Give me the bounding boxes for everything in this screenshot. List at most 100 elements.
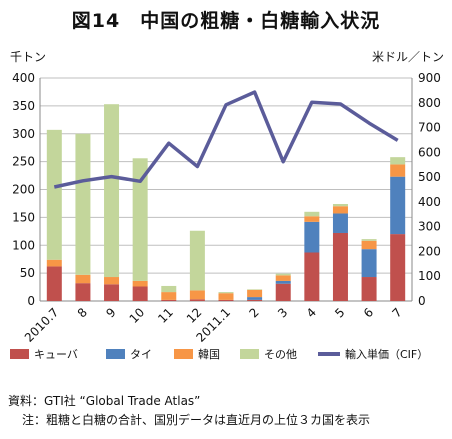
bar-thai [390, 176, 406, 235]
right-axis-unit: 米ドル／トン [371, 50, 444, 64]
bar-korea [189, 290, 205, 300]
x-tick-label: 4 [304, 305, 319, 320]
bar-korea [161, 292, 177, 300]
bar-other [218, 292, 234, 294]
bar-cuba [361, 277, 377, 301]
legend-label-thai: タイ [130, 348, 152, 361]
bar-cuba [332, 232, 348, 301]
right-tick-label: 400 [418, 195, 441, 209]
legend-swatch-korea [174, 349, 193, 359]
bar-cuba [104, 284, 120, 301]
bar-korea [104, 277, 120, 285]
legend-item-thai: タイ [106, 344, 152, 364]
bar-korea [132, 280, 148, 287]
bar-cuba [304, 252, 320, 301]
bar-other [75, 133, 91, 275]
legend-swatch-other [240, 349, 259, 359]
bar-cuba [132, 286, 148, 301]
chart-title: 図14 中国の粗糖・白糖輸入状況 [71, 10, 381, 32]
bar-other [390, 157, 406, 165]
legend-item-cuba: キューバ [10, 344, 78, 364]
left-tick-label: 400 [12, 71, 35, 85]
x-tick-label: 9 [103, 305, 118, 320]
bar-other [304, 211, 320, 217]
chart-area: 0 50 100 150 200 250 300 350 400 0 100 200 300 400 500… [12, 71, 441, 345]
legend-swatch-cuba [10, 349, 29, 359]
right-tick-label: 600 [418, 145, 441, 159]
bar-korea [361, 240, 377, 250]
source-note: 資料：GTI社 “Global Trade Atlas” [8, 394, 201, 408]
bar-cuba [218, 299, 234, 301]
bar-other [104, 104, 120, 278]
bar-cuba [275, 283, 291, 301]
left-axis-unit: 千トン [10, 50, 47, 64]
bar-korea [218, 293, 234, 300]
legend-item-price: 輸入単価（CIF） [318, 344, 428, 364]
legend: キューバ タイ 韓国 その他 輸入単価（CIF） [0, 344, 452, 364]
bar-thai [275, 280, 291, 284]
bar-cuba [189, 299, 205, 301]
bar-other [361, 239, 377, 241]
left-tick-label: 50 [20, 266, 35, 280]
x-tick-label: 7 [390, 305, 405, 320]
legend-label-korea: 韓国 [198, 348, 220, 361]
left-tick-label: 250 [12, 155, 35, 169]
x-tick-label: 12 [184, 305, 205, 326]
x-tick-label: 5 [332, 305, 347, 320]
x-tick-label: 6 [361, 305, 376, 320]
x-tick-label: 8 [75, 305, 90, 320]
right-tick-label: 900 [418, 71, 441, 85]
left-tick-label: 200 [12, 183, 35, 197]
bar-other [161, 285, 177, 293]
x-tick-label: 2 [246, 305, 261, 320]
legend-label-price: 輸入単価（CIF） [345, 348, 429, 361]
right-tick-label: 300 [418, 220, 441, 234]
bar-thai [361, 249, 377, 278]
bar-korea [275, 275, 291, 281]
x-tick-label: 10 [127, 305, 148, 326]
legend-line-price [318, 352, 340, 356]
bar-korea [390, 164, 406, 177]
legend-label-cuba: キューバ [34, 348, 78, 361]
price-line [53, 90, 399, 189]
x-tick-label: 11 [155, 305, 176, 326]
notes: 資料：GTI社 “Global Trade Atlas” 注：粗糖と白糖の合計、… [8, 392, 370, 430]
right-tick-label: 0 [418, 294, 426, 308]
left-tick-label: 350 [12, 99, 35, 113]
legend-item-korea: 韓国 [174, 344, 220, 364]
legend-swatch-thai [106, 349, 125, 359]
right-tick-label: 100 [418, 269, 441, 283]
bar-thai [247, 297, 263, 300]
bar-korea [247, 289, 263, 298]
bar-cuba [390, 234, 406, 301]
right-tick-label: 500 [418, 170, 441, 184]
bar-cuba [247, 299, 263, 301]
bar-korea [75, 274, 91, 284]
left-tick-label: 0 [27, 294, 35, 308]
legend-item-other: その他 [240, 344, 297, 364]
x-tick-label: 3 [275, 305, 290, 320]
x-tick-label: 2010.7 [22, 305, 62, 345]
bar-other [332, 203, 348, 207]
footnote: 注：粗糖と白糖の合計、国別データは直近月の上位３カ国を表示 [22, 413, 371, 427]
left-tick-label: 150 [12, 210, 35, 224]
left-tick-label: 300 [12, 127, 35, 141]
right-tick-label: 700 [418, 121, 441, 135]
bar-other [189, 230, 205, 291]
bar-cuba [75, 283, 91, 301]
bar-other [46, 129, 62, 260]
legend-label-other: その他 [264, 348, 297, 361]
bar-cuba [46, 266, 62, 301]
bar-other [275, 273, 291, 276]
right-tick-label: 800 [418, 96, 441, 110]
bar-thai [332, 213, 348, 233]
bar-other [132, 158, 148, 281]
bar-thai [304, 221, 320, 253]
left-tick-label: 100 [12, 238, 35, 252]
bar-korea [304, 216, 320, 222]
bar-korea [46, 259, 62, 267]
right-tick-label: 200 [418, 244, 441, 258]
bar-cuba [161, 299, 177, 301]
bar-other [247, 289, 263, 290]
bar-korea [332, 206, 348, 214]
